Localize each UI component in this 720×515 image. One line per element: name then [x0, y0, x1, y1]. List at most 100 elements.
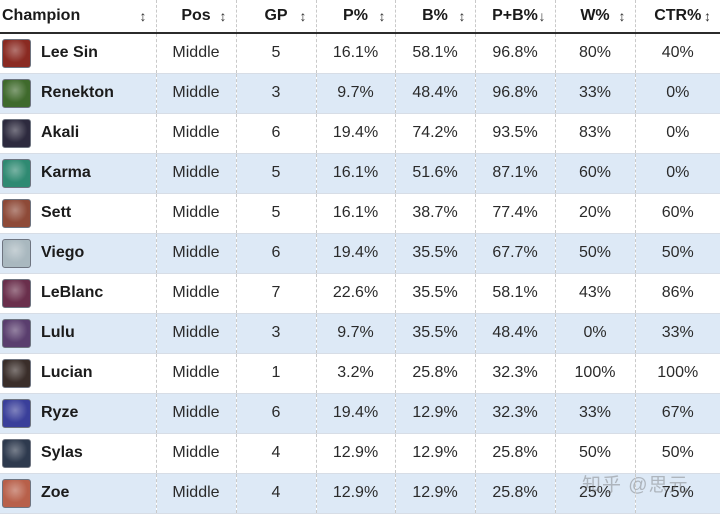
champion-cell: Viego — [0, 233, 157, 274]
cell-pos: Middle — [156, 153, 237, 194]
column-header-label: W% — [580, 7, 610, 24]
champion-name: Ryze — [41, 404, 79, 421]
table-row[interactable]: Sett Middle 5 16.1% 38.7% 77.4% 20% 60% — [0, 193, 720, 234]
sort-both-icon[interactable]: ↕ — [299, 8, 307, 24]
champion-portrait-icon — [2, 198, 31, 228]
column-header-label: CTR% — [654, 7, 702, 24]
table-row[interactable]: Akali Middle 6 19.4% 74.2% 93.5% 83% 0% — [0, 113, 720, 154]
cell-pos: Middle — [156, 313, 237, 354]
sort-both-icon[interactable]: ↕ — [219, 8, 227, 24]
champion-cell-content: Lulu — [2, 318, 155, 348]
cell-ban-rate: 48.4% — [395, 73, 476, 114]
cell-win-rate: 60% — [555, 153, 636, 194]
champion-cell: Akali — [0, 113, 157, 154]
champion-name: Karma — [41, 164, 91, 181]
cell-pick-rate: 9.7% — [316, 73, 396, 114]
champion-cell-content: Ryze — [2, 398, 155, 428]
cell-ctr: 40% — [635, 33, 720, 74]
champion-name: Viego — [41, 244, 85, 261]
cell-pick-ban-rate: 96.8% — [475, 73, 556, 114]
champion-portrait-icon — [2, 278, 31, 308]
table-row[interactable]: Lulu Middle 3 9.7% 35.5% 48.4% 0% 33% — [0, 313, 720, 354]
champion-cell: LeBlanc — [0, 273, 157, 314]
cell-pos: Middle — [156, 233, 237, 274]
table-body: Lee Sin Middle 5 16.1% 58.1% 96.8% 80% 40% Renek… — [0, 33, 720, 514]
cell-gp: 5 — [236, 153, 317, 194]
champion-name: LeBlanc — [41, 284, 104, 301]
sort-both-icon[interactable]: ↕ — [139, 8, 147, 24]
column-header-champion[interactable]: Champion ↕ — [0, 0, 157, 34]
cell-pick-ban-rate: 93.5% — [475, 113, 556, 154]
column-header-win-rate[interactable]: W% ↕ — [555, 0, 636, 34]
sort-both-icon[interactable]: ↕ — [458, 8, 466, 24]
cell-ban-rate: 38.7% — [395, 193, 476, 234]
cell-gp: 6 — [236, 113, 317, 154]
table-row[interactable]: Lucian Middle 1 3.2% 25.8% 32.3% 100% 100% — [0, 353, 720, 394]
cell-ban-rate: 25.8% — [395, 353, 476, 394]
champion-cell-content: Lucian — [2, 358, 155, 388]
column-header-ctr[interactable]: CTR% ↕ — [635, 0, 720, 34]
cell-ban-rate: 35.5% — [395, 233, 476, 274]
cell-gp: 3 — [236, 73, 317, 114]
cell-ban-rate: 12.9% — [395, 473, 476, 514]
cell-win-rate: 33% — [555, 73, 636, 114]
cell-pick-rate: 22.6% — [316, 273, 396, 314]
champion-cell: Ryze — [0, 393, 157, 434]
champion-name: Sett — [41, 204, 72, 221]
champion-cell: Sett — [0, 193, 157, 234]
cell-pick-ban-rate: 25.8% — [475, 433, 556, 474]
cell-pos: Middle — [156, 353, 237, 394]
cell-win-rate: 50% — [555, 433, 636, 474]
table-row[interactable]: LeBlanc Middle 7 22.6% 35.5% 58.1% 43% 86% — [0, 273, 720, 314]
cell-pick-ban-rate: 77.4% — [475, 193, 556, 234]
table-row[interactable]: Viego Middle 6 19.4% 35.5% 67.7% 50% 50% — [0, 233, 720, 274]
cell-ban-rate: 35.5% — [395, 273, 476, 314]
cell-gp: 6 — [236, 393, 317, 434]
champion-cell: Lucian — [0, 353, 157, 394]
column-header-label: B% — [422, 7, 448, 24]
cell-pos: Middle — [156, 113, 237, 154]
champion-name: Lulu — [41, 324, 75, 341]
table-row[interactable]: Sylas Middle 4 12.9% 12.9% 25.8% 50% 50% — [0, 433, 720, 474]
sort-both-icon[interactable]: ↕ — [704, 8, 711, 24]
table-row[interactable]: Lee Sin Middle 5 16.1% 58.1% 96.8% 80% 40% — [0, 33, 720, 74]
champion-name: Lucian — [41, 364, 93, 381]
cell-pos: Middle — [156, 73, 237, 114]
cell-pick-ban-rate: 48.4% — [475, 313, 556, 354]
cell-win-rate: 50% — [555, 233, 636, 274]
cell-ctr: 33% — [635, 313, 720, 354]
column-header-pick-ban-rate[interactable]: P+B% ↓ — [475, 0, 556, 34]
table-row[interactable]: Renekton Middle 3 9.7% 48.4% 96.8% 33% 0% — [0, 73, 720, 114]
column-header-label: Champion — [2, 7, 81, 24]
cell-ctr: 0% — [635, 153, 720, 194]
cell-ctr: 50% — [635, 233, 720, 274]
champion-name: Renekton — [41, 84, 114, 101]
sort-both-icon[interactable]: ↕ — [378, 8, 386, 24]
sort-both-icon[interactable]: ↕ — [618, 8, 626, 24]
column-header-ban-rate[interactable]: B% ↕ — [395, 0, 476, 34]
champion-cell-content: Karma — [2, 158, 155, 188]
cell-win-rate: 33% — [555, 393, 636, 434]
cell-pick-rate: 12.9% — [316, 473, 396, 514]
table-row[interactable]: Zoe Middle 4 12.9% 12.9% 25.8% 25% 75% — [0, 473, 720, 514]
sort-descending-icon[interactable]: ↓ — [538, 8, 546, 24]
cell-win-rate: 0% — [555, 313, 636, 354]
cell-ban-rate: 12.9% — [395, 393, 476, 434]
champion-cell-content: Renekton — [2, 78, 155, 108]
column-header-gp[interactable]: GP ↕ — [236, 0, 317, 34]
cell-pos: Middle — [156, 33, 237, 74]
column-header-pos[interactable]: Pos ↕ — [156, 0, 237, 34]
table-row[interactable]: Ryze Middle 6 19.4% 12.9% 32.3% 33% 67% — [0, 393, 720, 434]
cell-ctr: 75% — [635, 473, 720, 514]
column-header-pick-rate[interactable]: P% ↕ — [316, 0, 396, 34]
cell-gp: 4 — [236, 433, 317, 474]
champion-cell: Renekton — [0, 73, 157, 114]
champion-cell: Karma — [0, 153, 157, 194]
table-row[interactable]: Karma Middle 5 16.1% 51.6% 87.1% 60% 0% — [0, 153, 720, 194]
champion-portrait-icon — [2, 478, 31, 508]
cell-gp: 7 — [236, 273, 317, 314]
cell-pick-ban-rate: 96.8% — [475, 33, 556, 74]
champion-name: Sylas — [41, 444, 83, 461]
champion-cell-content: Sylas — [2, 438, 155, 468]
